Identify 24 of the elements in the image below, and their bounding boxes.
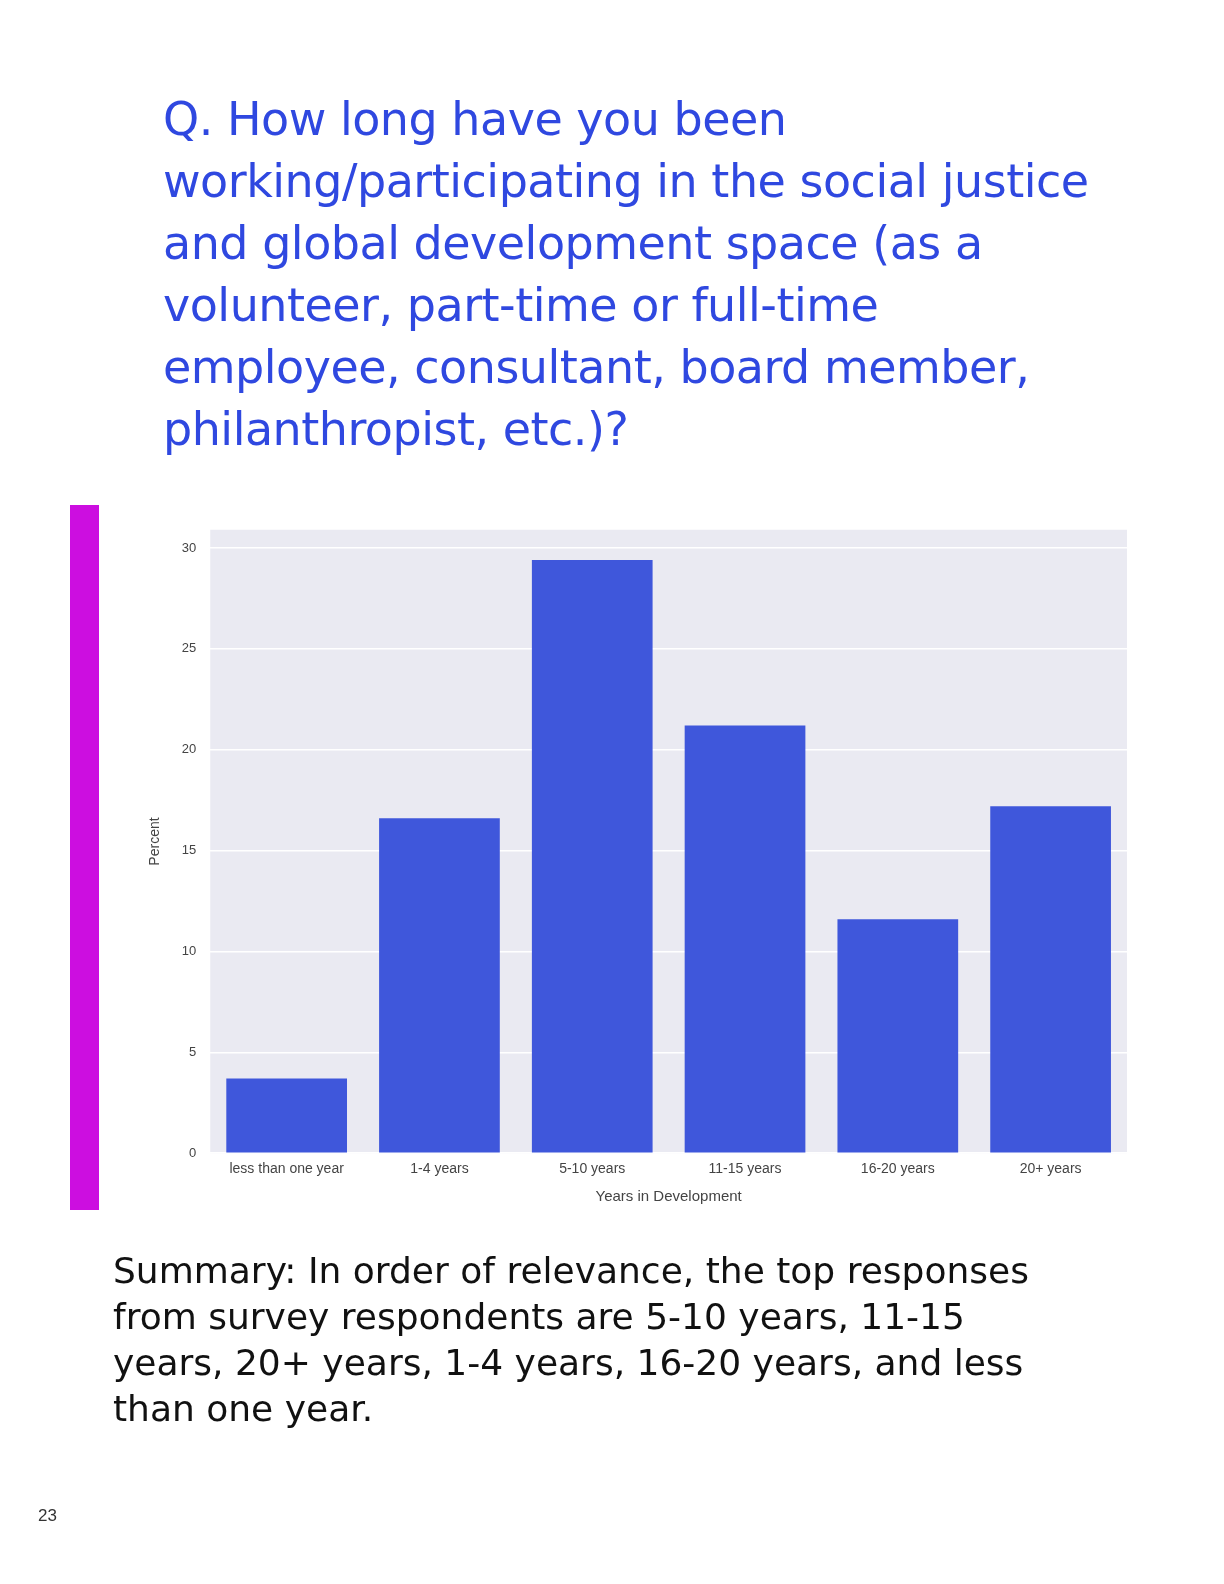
y-tick-label: 30 bbox=[181, 539, 197, 555]
y-axis-title: Percent bbox=[146, 817, 163, 866]
y-tick-label: 0 bbox=[189, 1144, 197, 1160]
x-tick-label: less than one year bbox=[229, 1160, 345, 1177]
bar bbox=[531, 560, 653, 1153]
chart-title: Q. How long have you been working/participating in the social justice and global development space (as a volunteer, part-time or full-time employee, consultant, board member, philanthropist, etc.)? bbox=[163, 91, 1090, 458]
bar bbox=[226, 1078, 348, 1153]
bar bbox=[379, 818, 500, 1153]
y-tick-label: 25 bbox=[181, 640, 197, 656]
y-tick-label: 20 bbox=[181, 741, 197, 757]
y-tick-label: 15 bbox=[181, 842, 197, 858]
x-tick-label: 16-20 years bbox=[860, 1160, 935, 1177]
bar bbox=[684, 725, 806, 1153]
bar bbox=[990, 806, 1111, 1153]
x-tick-label: 11-15 years bbox=[708, 1160, 782, 1177]
x-tick-label: 5-10 years bbox=[559, 1160, 626, 1177]
text: Summary: In order of relevance, the top responses from survey respondents are 5-10 years, 11-15 years, 20+ years, 1-4 years, 16-20 years, and less than one year. bbox=[113, 1249, 1030, 1431]
bar bbox=[837, 919, 959, 1153]
x-axis-title: Years in Development bbox=[595, 1187, 743, 1205]
y-tick-label: 5 bbox=[189, 1043, 197, 1059]
x-tick-label: 1-4 years bbox=[410, 1160, 469, 1177]
text: 23 bbox=[38, 1506, 57, 1526]
x-tick-label: 20+ years bbox=[1019, 1160, 1082, 1177]
y-tick-label: 10 bbox=[181, 943, 197, 959]
